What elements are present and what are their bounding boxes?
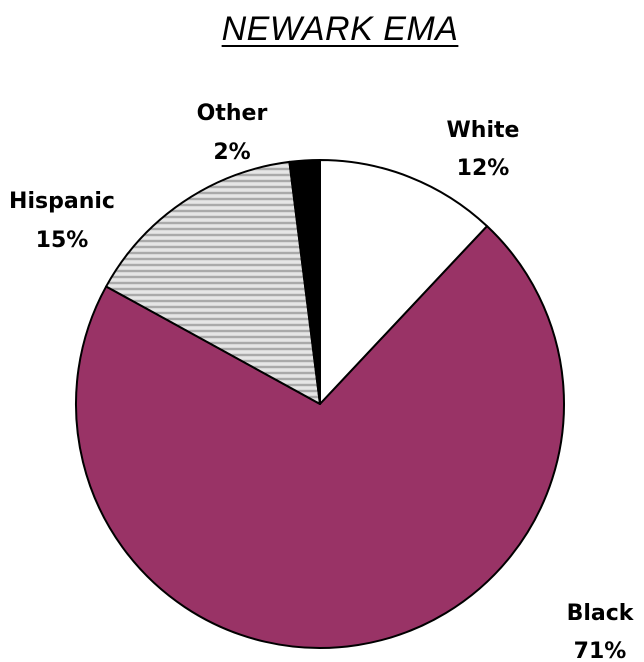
pie-slice-hispanic <box>105 160 321 405</box>
slice-label-black: Black <box>567 601 635 626</box>
slice-label-other: Other <box>197 101 268 126</box>
slice-value-other: 2% <box>213 140 250 165</box>
slice-value-black: 71% <box>574 639 627 662</box>
chart-title: NEWARK EMA <box>221 10 459 48</box>
slice-value-hispanic: 15% <box>36 228 89 253</box>
pie-slice-white <box>319 159 489 405</box>
slice-value-white: 12% <box>457 156 510 181</box>
slice-label-white: White <box>447 118 520 143</box>
slice-label-hispanic: Hispanic <box>9 189 115 214</box>
pie-slice-other <box>288 158 321 405</box>
pie-slice-black <box>75 225 565 649</box>
